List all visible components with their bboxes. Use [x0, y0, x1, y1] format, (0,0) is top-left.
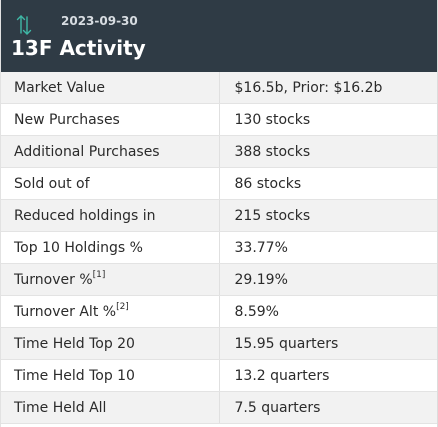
table-row: New Purchases 130 stocks [1, 103, 437, 136]
row-value: 388 stocks [218, 135, 437, 168]
row-label: Time Held All [1, 391, 219, 424]
table-row: Turnover Alt %[2] 8.59% [1, 295, 437, 328]
card-header: 2023-09-30 13F Activity [1, 0, 437, 72]
row-value: 130 stocks [218, 103, 437, 136]
row-value: 215 stocks [218, 199, 437, 232]
table-row: Time Held Top 20 15.95 quarters [1, 327, 437, 360]
row-label: Additional Purchases [1, 135, 219, 168]
row-value: 8.59% [218, 295, 437, 328]
row-value: $16.5b, Prior: $16.2b [218, 72, 437, 104]
row-value: 33.77% [218, 231, 437, 264]
table-row: Time Held Top 10 13.2 quarters [1, 359, 437, 392]
table-row: Market Value $16.5b, Prior: $16.2b [1, 72, 437, 104]
row-label: Turnover Alt %[2] [1, 295, 219, 328]
up-down-arrows-icon [15, 13, 33, 37]
activity-table: Market Value $16.5b, Prior: $16.2b New P… [1, 72, 437, 424]
footnote-link-1[interactable]: [1] [92, 269, 106, 280]
row-label: Turnover %[1] [1, 263, 219, 296]
row-value: 13.2 quarters [218, 359, 437, 392]
row-value: 15.95 quarters [218, 327, 437, 360]
row-value: 29.19% [218, 263, 437, 296]
card-title: 13F Activity [11, 36, 146, 60]
table-row: Top 10 Holdings % 33.77% [1, 231, 437, 264]
table-row: Time Held All 7.5 quarters [1, 391, 437, 424]
row-label: Market Value [1, 72, 219, 104]
row-label: Time Held Top 10 [1, 359, 219, 392]
row-value: 7.5 quarters [218, 391, 437, 424]
row-label: Reduced holdings in [1, 199, 219, 232]
report-date: 2023-09-30 [61, 14, 138, 28]
row-value: 86 stocks [218, 167, 437, 200]
table-row: Reduced holdings in 215 stocks [1, 199, 437, 232]
row-label: Top 10 Holdings % [1, 231, 219, 264]
footnote-link-2[interactable]: [2] [116, 301, 129, 312]
table-row: Turnover %[1] 29.19% [1, 263, 437, 296]
row-label: Time Held Top 20 [1, 327, 219, 360]
table-row: Additional Purchases 388 stocks [1, 135, 437, 168]
table-row: Sold out of 86 stocks [1, 167, 437, 200]
row-label: New Purchases [1, 103, 219, 136]
row-label: Sold out of [1, 167, 219, 200]
